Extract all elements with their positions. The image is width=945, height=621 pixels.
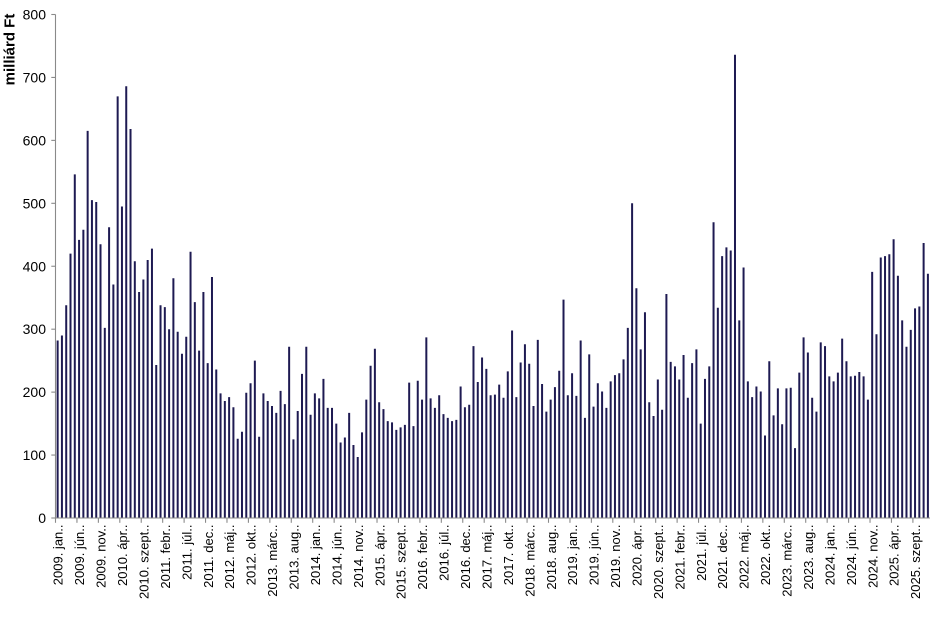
svg-text:2022. okt..: 2022. okt.. <box>758 525 773 586</box>
svg-text:2011. júl..: 2011. júl.. <box>179 525 194 580</box>
svg-text:2013. márc..: 2013. márc.. <box>265 525 280 597</box>
svg-text:2016. febr..: 2016. febr.. <box>415 525 430 590</box>
svg-text:2023. márc..: 2023. márc.. <box>780 525 795 597</box>
svg-text:2009. jún..: 2009. jún.. <box>72 525 87 586</box>
svg-text:2013. aug..: 2013. aug.. <box>287 525 302 590</box>
svg-text:2023. aug..: 2023. aug.. <box>801 525 816 590</box>
svg-text:2015. szept..: 2015. szept.. <box>394 525 409 599</box>
svg-text:600: 600 <box>23 132 47 148</box>
svg-text:700: 700 <box>23 69 47 85</box>
svg-text:200: 200 <box>23 384 47 400</box>
svg-text:2020. szept..: 2020. szept.. <box>651 525 666 599</box>
svg-text:2011. dec..: 2011. dec.. <box>201 525 216 588</box>
svg-text:2011. febr..: 2011. febr.. <box>158 525 173 589</box>
svg-text:2015. ápr..: 2015. ápr.. <box>372 525 387 586</box>
svg-text:2019. nov..: 2019. nov.. <box>608 525 623 588</box>
svg-text:2019. jún..: 2019. jún.. <box>587 525 602 586</box>
svg-text:milliárd Ft: milliárd Ft <box>2 14 19 86</box>
svg-text:2016. júl..: 2016. júl.. <box>437 525 452 581</box>
svg-text:2009. nov..: 2009. nov.. <box>94 525 109 588</box>
svg-text:2021. júl..: 2021. júl.. <box>694 525 709 581</box>
svg-text:2024. jún..: 2024. jún.. <box>844 525 859 586</box>
svg-text:2016. dec..: 2016. dec.. <box>458 525 473 589</box>
svg-text:2012. okt..: 2012. okt.. <box>244 525 259 586</box>
svg-text:2017. máj..: 2017. máj.. <box>479 525 494 589</box>
svg-text:2014. jan..: 2014. jan.. <box>308 525 323 586</box>
svg-text:2010. szept..: 2010. szept.. <box>136 525 151 599</box>
svg-text:400: 400 <box>23 258 47 274</box>
svg-text:2024. nov..: 2024. nov.. <box>865 525 880 588</box>
svg-text:2018. aug..: 2018. aug.. <box>544 525 559 590</box>
svg-text:2021. dec..: 2021. dec.. <box>715 525 730 589</box>
svg-text:2022. máj..: 2022. máj.. <box>737 525 752 589</box>
svg-text:2012. máj..: 2012. máj.. <box>222 525 237 589</box>
svg-text:300: 300 <box>23 321 47 337</box>
svg-text:2025. ápr..: 2025. ápr.. <box>887 525 902 586</box>
svg-text:2021. febr..: 2021. febr.. <box>672 525 687 590</box>
svg-text:2025. szept..: 2025. szept.. <box>908 525 923 599</box>
svg-text:2009. jan..: 2009. jan.. <box>51 525 66 586</box>
svg-text:0: 0 <box>38 510 46 526</box>
svg-text:2024. jan..: 2024. jan.. <box>822 525 837 586</box>
svg-text:2020. ápr..: 2020. ápr.. <box>629 525 644 586</box>
svg-text:2014. nov..: 2014. nov.. <box>351 525 366 588</box>
svg-text:2014. jún..: 2014. jún.. <box>329 525 344 586</box>
svg-text:2017. okt..: 2017. okt.. <box>501 525 516 586</box>
svg-text:800: 800 <box>23 7 47 23</box>
svg-text:2019. jan..: 2019. jan.. <box>565 525 580 586</box>
svg-text:2018. márc..: 2018. márc.. <box>522 525 537 597</box>
svg-text:500: 500 <box>23 195 47 211</box>
svg-text:100: 100 <box>23 447 47 463</box>
svg-text:2010. ápr..: 2010. ápr.. <box>115 525 130 586</box>
